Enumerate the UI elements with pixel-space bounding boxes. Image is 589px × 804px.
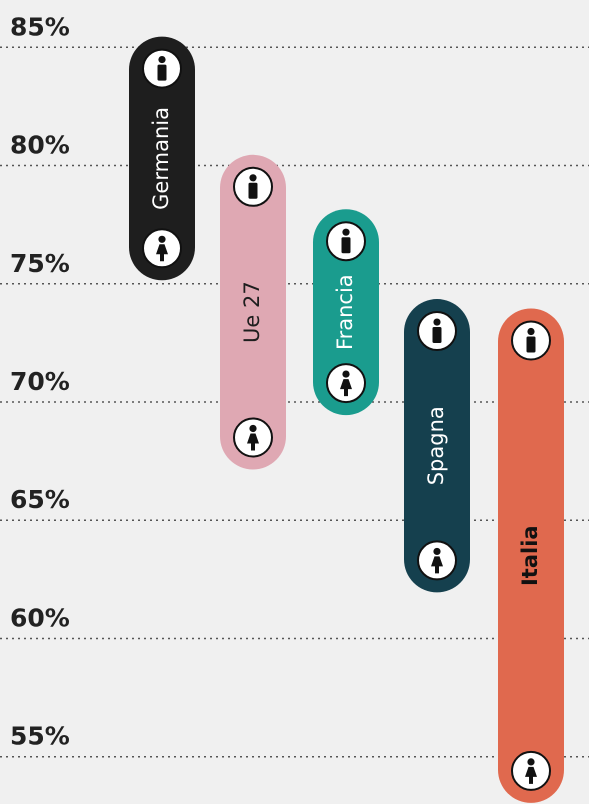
icon-head: [342, 370, 350, 378]
value-marker: [142, 48, 182, 89]
icon-body: [431, 556, 443, 574]
icon-head: [527, 758, 535, 766]
icon-body: [248, 182, 258, 199]
icon-body: [340, 379, 352, 397]
value-marker: [233, 417, 273, 458]
value-marker: [326, 221, 366, 262]
icon-body: [341, 237, 351, 254]
y-tick-label: 55%: [10, 722, 70, 751]
category-label: Italia: [518, 525, 542, 586]
icon-head: [249, 424, 257, 433]
icon-head: [527, 327, 535, 336]
icon-body: [157, 64, 167, 81]
icon-body: [156, 244, 168, 262]
value-marker: [326, 363, 366, 404]
category-label: Spagna: [424, 406, 448, 485]
y-tick-label: 70%: [10, 367, 70, 396]
icon-head: [433, 318, 441, 326]
icon-body: [432, 327, 442, 344]
y-tick-label: 60%: [10, 603, 70, 632]
y-tick-label: 65%: [10, 485, 70, 514]
y-tick-label: 75%: [10, 249, 70, 278]
value-marker: [233, 166, 273, 207]
range-bar: [220, 154, 286, 470]
value-marker: [417, 311, 457, 352]
value-marker: [417, 540, 457, 581]
value-marker: [511, 750, 551, 791]
icon-head: [158, 55, 166, 64]
value-marker: [511, 320, 551, 361]
category-label: Ue 27: [240, 281, 264, 343]
icon-head: [433, 547, 441, 556]
y-tick-label: 85%: [10, 12, 70, 41]
range-bar: [498, 308, 564, 803]
range-bar: [313, 209, 379, 416]
range-bar: [404, 299, 470, 593]
icon-head: [158, 235, 166, 243]
category-label: Germania: [149, 107, 173, 210]
icon-body: [525, 766, 537, 784]
y-tick-label: 80%: [10, 131, 70, 160]
icon-body: [247, 433, 259, 451]
icon-body: [526, 336, 536, 353]
value-marker: [142, 228, 182, 269]
category-label: Francia: [333, 274, 357, 350]
range-bar: [129, 36, 195, 281]
icon-head: [249, 174, 257, 182]
icon-head: [342, 228, 350, 236]
